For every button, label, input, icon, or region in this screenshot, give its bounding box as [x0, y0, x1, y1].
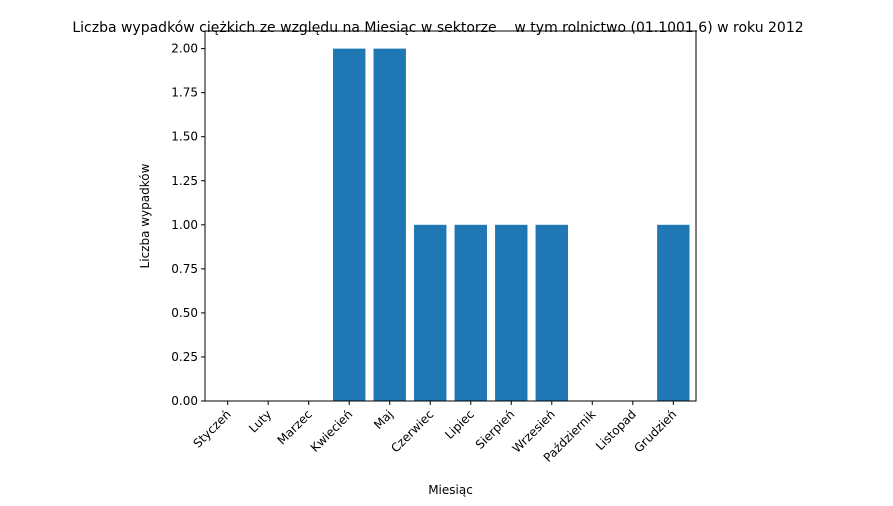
- y-tick-label: 2.00: [171, 42, 198, 56]
- bar-6: [414, 224, 447, 401]
- bar-8: [495, 224, 528, 401]
- bar-4: [333, 48, 366, 402]
- x-tick-label: Marzec: [275, 407, 315, 447]
- y-axis: 0.00 0.25 0.50 0.75 1.00 1.25 1.50 1.75 2.00: [171, 42, 205, 408]
- bar-9: [535, 224, 568, 401]
- y-tick-label: 1.75: [171, 86, 198, 100]
- x-tick-label: Czerwiec: [388, 407, 436, 455]
- y-axis-label: Liczba wypadków: [138, 163, 152, 268]
- bar-12: [657, 224, 690, 401]
- y-tick-label: 0.50: [171, 306, 198, 320]
- x-tick-label: Luty: [246, 407, 274, 435]
- x-tick-label: Maj: [371, 407, 396, 432]
- x-tick-label: Grudzień: [631, 407, 679, 455]
- y-tick-label: 0.00: [171, 394, 198, 408]
- bar-7: [454, 224, 487, 401]
- y-tick-label: 0.75: [171, 262, 198, 276]
- x-axis-label: Miesiąc: [428, 483, 473, 497]
- bar-5: [373, 48, 406, 402]
- x-tick-label: Kwiecień: [308, 407, 356, 455]
- plot-frame: [204, 30, 697, 402]
- chart-title: Liczba wypadków ciężkich ze względu na M…: [72, 20, 803, 36]
- y-tick-label: 0.25: [171, 350, 198, 364]
- x-tick-label: Lipiec: [442, 407, 477, 442]
- y-tick-label: 1.00: [171, 218, 198, 232]
- x-tick-label: Styczeń: [190, 407, 233, 450]
- y-tick-label: 1.25: [171, 174, 198, 188]
- y-tick-label: 1.50: [171, 130, 198, 144]
- bars-group: [333, 48, 690, 402]
